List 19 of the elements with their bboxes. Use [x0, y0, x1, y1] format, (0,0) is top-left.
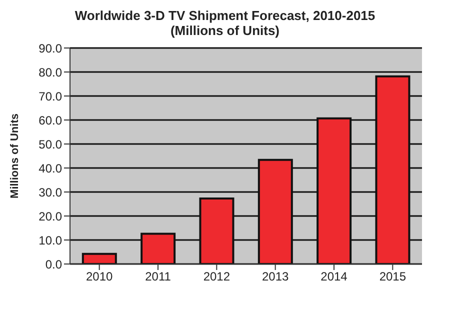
x-tick-label: 2013	[262, 270, 290, 284]
y-tick-label: 0.0	[45, 257, 62, 272]
y-tick-label: 70.0	[38, 89, 62, 104]
y-tick-label: 20.0	[38, 209, 62, 224]
y-tick-label: 50.0	[38, 137, 62, 152]
x-tick-label: 2010	[86, 270, 114, 284]
chart-subtitle: (Millions of Units)	[169, 23, 281, 38]
y-tick-label: 30.0	[38, 185, 62, 200]
chart-title: Worldwide 3-D TV Shipment Forecast, 2010-2015	[74, 8, 376, 23]
y-tick-label: 10.0	[38, 233, 62, 248]
y-tick-label: 90.0	[38, 41, 62, 56]
y-tick-label: 80.0	[38, 65, 62, 80]
x-tick-label: 2015	[379, 270, 406, 284]
x-tick-label: 2011	[145, 270, 172, 284]
x-tick-label: 2014	[320, 270, 348, 284]
y-tick-label: 60.0	[38, 113, 62, 128]
y-tick-label: 40.0	[38, 161, 62, 176]
x-tick-label: 2012	[203, 270, 230, 284]
y-axis-title: Millions of Units	[8, 114, 21, 198]
